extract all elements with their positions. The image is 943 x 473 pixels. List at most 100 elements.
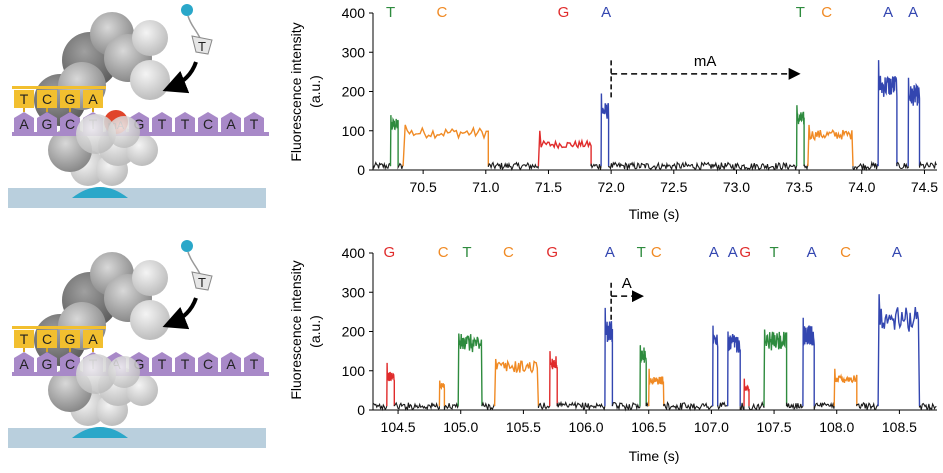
baseline-trace bbox=[813, 401, 835, 410]
base-call-label: A bbox=[605, 244, 615, 261]
template-base-label: C bbox=[65, 356, 75, 372]
baseline-trace bbox=[786, 402, 804, 411]
template-base-label: G bbox=[134, 356, 145, 372]
template-base: C bbox=[60, 352, 80, 372]
base-call-label: A bbox=[709, 244, 719, 261]
pulse-A bbox=[877, 60, 898, 167]
base-call-label: C bbox=[840, 244, 851, 261]
template-base: G bbox=[37, 352, 57, 372]
pulse-G bbox=[386, 362, 395, 407]
primer-base: G bbox=[60, 90, 80, 112]
x-tick-label: 108.0 bbox=[819, 419, 854, 435]
base-call-label: A bbox=[883, 4, 893, 21]
trace-chart-bottom: Fluorescence intensity 0 100 200 300 400 104.… bbox=[288, 244, 937, 464]
base-call-label: T bbox=[796, 4, 805, 21]
base-call-label: C bbox=[437, 4, 448, 21]
pulse-A bbox=[802, 317, 815, 407]
y-axis-label-line1: Fluorescence intensity bbox=[288, 260, 304, 399]
baseline-trace bbox=[739, 402, 745, 411]
x-tick-label: 73.5 bbox=[786, 179, 813, 195]
y-tick-label: 0 bbox=[357, 402, 365, 418]
y-axis-label-line1: Fluorescence intensity bbox=[288, 22, 304, 161]
y-axis-label-line2: (a.u.) bbox=[307, 75, 323, 108]
pulse-C bbox=[438, 380, 446, 407]
template-base: A bbox=[221, 352, 241, 372]
baseline-trace bbox=[663, 401, 714, 412]
annotation-label: A bbox=[622, 275, 632, 292]
template-strand: AGCTAGTTCAT bbox=[12, 352, 269, 376]
pulse-T bbox=[389, 115, 399, 167]
polymerase-front bbox=[76, 354, 140, 394]
base-call-label: G bbox=[383, 244, 395, 261]
curved-arrow-icon bbox=[162, 297, 198, 330]
incoming-nucleotide: T bbox=[162, 240, 213, 330]
base-call-label: C bbox=[651, 244, 662, 261]
baseline-trace bbox=[611, 401, 641, 412]
template-base: C bbox=[198, 352, 218, 372]
primer-base-label: A bbox=[88, 91, 98, 107]
baseline-trace bbox=[537, 402, 551, 411]
template-base-label: G bbox=[134, 116, 145, 132]
base-call-label: T bbox=[386, 4, 395, 21]
template-base: T bbox=[244, 352, 264, 372]
x-tick-label: 108.5 bbox=[882, 419, 917, 435]
baseline-trace bbox=[481, 401, 496, 411]
plot-area: 0 100 200 300 400 70.5 71.0 71.5 72.0 72.5 73.0 73.… bbox=[342, 4, 939, 195]
dye-icon bbox=[181, 240, 193, 252]
anchor-base bbox=[72, 187, 128, 198]
pulse-C bbox=[807, 124, 854, 167]
pulse-A bbox=[604, 307, 614, 407]
pulse-A bbox=[877, 294, 921, 407]
template-base: A bbox=[14, 112, 34, 132]
anchor-base bbox=[72, 427, 128, 438]
template-base-label: T bbox=[158, 356, 167, 372]
primer-base: T bbox=[14, 330, 34, 352]
template-base: T bbox=[152, 112, 172, 132]
base-call-label: A bbox=[728, 244, 738, 261]
base-call-label: A bbox=[908, 4, 918, 21]
pulse-A bbox=[727, 331, 741, 407]
x-tick-label: 74.0 bbox=[848, 179, 875, 195]
baseline-trace bbox=[372, 161, 392, 171]
template-base: T bbox=[175, 112, 195, 132]
primer-base: G bbox=[60, 330, 80, 352]
template-base: T bbox=[152, 352, 172, 372]
x-tick-label: 107.5 bbox=[757, 419, 792, 435]
base-call-label: G bbox=[558, 4, 570, 21]
pulse-G bbox=[743, 378, 750, 407]
x-tick-label: 106.0 bbox=[569, 419, 604, 435]
surface-plate bbox=[8, 188, 266, 208]
y-tick-label: 300 bbox=[342, 284, 366, 300]
base-call-label: C bbox=[438, 244, 449, 261]
template-base-label: T bbox=[250, 356, 259, 372]
template-base-label: T bbox=[181, 356, 190, 372]
annotation-label: mA bbox=[694, 53, 717, 70]
baseline-trace bbox=[856, 401, 879, 411]
baseline-trace bbox=[556, 400, 606, 411]
incoming-base-label: T bbox=[198, 39, 206, 54]
x-tick-label: 107.0 bbox=[694, 419, 729, 435]
y-tick-label: 400 bbox=[342, 5, 366, 21]
y-tick-label: 100 bbox=[342, 363, 366, 379]
x-tick-label: 104.5 bbox=[381, 419, 416, 435]
primer-base: A bbox=[83, 90, 103, 112]
primer-base-label: T bbox=[20, 331, 29, 347]
pulse-G bbox=[537, 130, 592, 167]
y-tick-label: 400 bbox=[342, 245, 366, 261]
template-base: T bbox=[175, 352, 195, 372]
template-base-label: A bbox=[19, 356, 29, 372]
primer-base: T bbox=[14, 90, 34, 112]
baseline-trace bbox=[918, 160, 937, 170]
x-tick-label: 74.5 bbox=[911, 179, 938, 195]
primer-base: C bbox=[37, 330, 57, 352]
x-axis-label: Time (s) bbox=[629, 448, 680, 464]
incoming-nucleotide: T bbox=[162, 4, 213, 94]
base-call-label: C bbox=[503, 244, 514, 261]
template-base: C bbox=[198, 112, 218, 132]
primer-base-label: T bbox=[20, 91, 29, 107]
base-call-label: T bbox=[637, 244, 646, 261]
baseline-trace bbox=[590, 163, 602, 170]
